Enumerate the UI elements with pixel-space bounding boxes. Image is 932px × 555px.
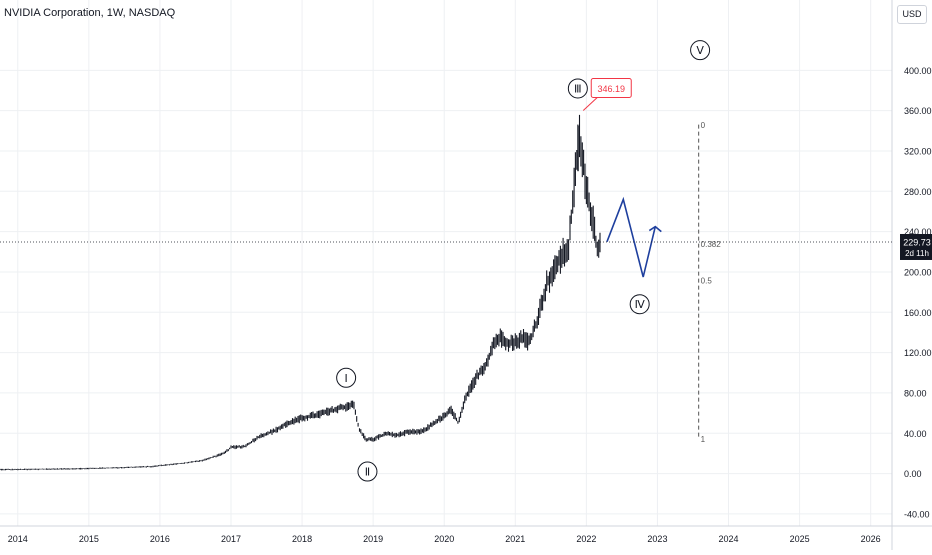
y-tick-label: 40.00 [904,429,927,439]
wave-label[interactable]: Ⅳ [629,294,650,315]
elliott-wave-labels[interactable]: 346.19 Ⅰ Ⅱ Ⅲ Ⅳ Ⅴ [336,40,711,482]
y-tick-label: 160.00 [904,308,932,318]
x-tick-label: 2023 [647,534,667,544]
y-tick-label: 360.00 [904,106,932,116]
projection-path[interactable] [606,196,662,278]
x-tick-label: 2018 [292,534,312,544]
wave-label[interactable]: Ⅴ [690,40,711,61]
peak-callout-box [590,77,632,98]
wave-label-text: Ⅲ [574,83,582,95]
wave-label[interactable]: Ⅱ [357,461,378,482]
x-tick-label: 2020 [434,534,454,544]
wave-label-circle [690,40,711,61]
currency-button[interactable]: USD [897,5,927,24]
wave-label-text: Ⅳ [635,299,646,311]
price-badge-background [900,233,932,260]
wave-label[interactable]: Ⅰ [336,367,357,388]
y-tick-label: 0.00 [904,469,922,479]
price-series [0,114,601,471]
y-tick-label: 200.00 [904,267,932,277]
x-tick-label: 2026 [861,534,881,544]
price-badge-value: 229.73 [903,237,931,247]
y-tick-label: 80.00 [904,388,927,398]
wave-label-circle [336,367,357,388]
x-tick-label: 2019 [363,534,383,544]
fib-level-label: 1 [701,435,706,444]
y-tick-label: 240.00 [904,227,932,237]
x-tick-label: 2022 [576,534,596,544]
y-tick-label: 400.00 [904,66,932,76]
x-tick-label: 2016 [150,534,170,544]
wave-label-text: Ⅱ [365,467,370,479]
price-bars [0,114,601,471]
x-tick-label: 2015 [79,534,99,544]
projection-zigzag[interactable] [606,196,657,278]
y-tick-label: 280.00 [904,187,932,197]
peak-price-callout[interactable]: 346.19 [582,77,632,111]
peak-callout-pointer [582,97,598,111]
x-tick-label: 2017 [221,534,241,544]
y-tick-label: 320.00 [904,146,932,156]
wave-label-circle [357,461,378,482]
x-tick-label: 2014 [8,534,28,544]
fib-level-label: 0.382 [701,240,722,249]
wave-label-circle [629,294,650,315]
x-tick-label: 2024 [719,534,739,544]
fib-level-label: 0 [701,121,706,130]
wave-label-text: Ⅰ [345,373,348,385]
x-tick-label: 2021 [505,534,525,544]
price-badge-countdown: 2d 11h [905,249,929,258]
wave-label-text: Ⅴ [696,45,704,57]
fibonacci-retracement[interactable]: 0 0.382 0.5 1 [698,121,722,444]
x-tick-label: 2025 [790,534,810,544]
y-tick-label: -40.00 [904,509,930,519]
grid [0,0,892,526]
projection-arrowhead [648,225,662,233]
fib-level-label: 0.5 [701,277,713,286]
wave-label-circle [567,78,588,99]
symbol-title: NVIDIA Corporation, 1W, NASDAQ [4,7,176,19]
price-badge: 229.73 2d 11h [900,233,932,260]
peak-callout-label: 346.19 [597,84,625,94]
y-tick-label: 120.00 [904,348,932,358]
wave-label[interactable]: Ⅲ [567,78,588,99]
